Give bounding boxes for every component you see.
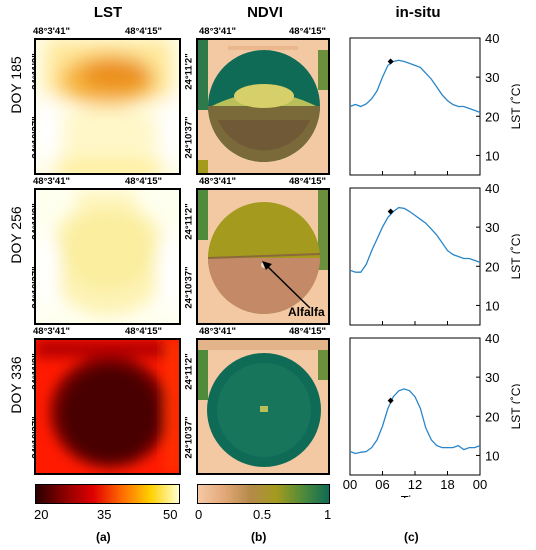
row-label-doy185: DOY 185 — [8, 56, 24, 114]
y-axis-label: LST (˚C) — [509, 84, 520, 130]
y-axis-label: LST (˚C) — [509, 234, 520, 280]
y-tick-label: 30 — [485, 370, 499, 385]
ndvi-colorbar-tick-max: 1 — [324, 507, 332, 522]
y-tick-label: 40 — [485, 331, 499, 346]
overpass-marker — [387, 208, 394, 215]
y-tick-label: 40 — [485, 181, 499, 196]
lst-series-line — [349, 59, 481, 114]
lst-series-line — [349, 206, 481, 273]
coord-west: 48°3'41" — [33, 26, 70, 37]
coord-west: 48°3'41" — [199, 26, 236, 37]
coord-east: 48°4'15" — [289, 176, 326, 187]
lst-map-doy256 — [34, 188, 181, 325]
coord-west: 48°3'41" — [33, 176, 70, 187]
y-tick-label: 30 — [485, 220, 499, 235]
coord-east: 48°4'15" — [289, 26, 326, 37]
lst-map-doy256-image — [36, 190, 179, 323]
lst-series-line — [349, 388, 481, 455]
lst-colorbar-tick-mid: 35 — [97, 507, 112, 522]
x-tick-label: 00 — [343, 477, 357, 492]
coord-west: 48°3'41" — [199, 326, 236, 337]
lst-map-doy185-image — [36, 40, 179, 173]
coord-east: 48°4'15" — [289, 326, 326, 337]
plot-frame — [349, 337, 481, 476]
lst-colorbar-tick-max: 50 — [163, 507, 178, 522]
ndvi-map-doy185 — [196, 38, 330, 175]
x-tick-label: 06 — [375, 477, 389, 492]
lst-colorbar-tick-min: 20 — [34, 507, 49, 522]
y-tick-label: 10 — [485, 148, 499, 163]
y-tick-label: 20 — [485, 109, 499, 124]
row-label-doy336: DOY 336 — [8, 356, 24, 414]
insitu-chart-doy185: 10 20 30 40 LST (˚C) — [349, 31, 520, 176]
overpass-marker — [387, 58, 394, 65]
x-tick-label: 12 — [408, 477, 422, 492]
y-tick-label: 20 — [485, 259, 499, 274]
ndvi-map-doy336 — [196, 338, 330, 475]
x-axis-label: Time — [401, 493, 429, 498]
ndvi-colorbar-tick-min: 0 — [195, 507, 203, 522]
y-tick-label: 30 — [485, 70, 499, 85]
ndvi-colorbar — [197, 484, 330, 504]
ndvi-map-doy336-image — [198, 340, 328, 473]
y-tick-label: 10 — [485, 448, 499, 463]
ndvi-column-header: NDVI — [247, 4, 283, 21]
insitu-chart-doy256: 10 20 30 40 LST (˚C) — [349, 181, 520, 326]
coord-south: 24°10'37" — [183, 416, 195, 459]
ndvi-map-doy256-image — [198, 190, 328, 323]
y-tick-label: 10 — [485, 298, 499, 313]
coord-south: 24°10'37" — [183, 266, 195, 309]
insitu-column-header: in-situ — [395, 4, 441, 21]
coord-north: 24°11'2" — [183, 203, 195, 240]
coord-north: 24°11'2" — [183, 353, 195, 390]
lst-map-doy185 — [34, 38, 181, 175]
x-tick-label: 00 — [473, 477, 487, 492]
coord-west: 48°3'41" — [33, 326, 70, 337]
coord-east: 48°4'15" — [125, 326, 162, 337]
ndvi-map-doy185-image — [198, 40, 328, 173]
coord-south: 24°10'37" — [183, 116, 195, 159]
coord-north: 24°11'2" — [183, 53, 195, 90]
y-tick-label: 20 — [485, 409, 499, 424]
y-tick-label: 40 — [485, 31, 499, 46]
alfalfa-label: Alfalfa — [288, 305, 325, 319]
coord-east: 48°4'15" — [125, 176, 162, 187]
panel-label-b: (b) — [251, 530, 267, 544]
panel-label-c: (c) — [404, 530, 419, 544]
coord-east: 48°4'15" — [125, 26, 162, 37]
insitu-chart-doy336: 10 20 30 40 LST (˚C) 00 06 12 18 00 Time — [343, 331, 520, 498]
y-axis-label: LST (˚C) — [509, 384, 520, 430]
lst-map-doy336 — [34, 338, 181, 475]
overpass-marker — [387, 397, 394, 404]
lst-colorbar — [35, 484, 180, 504]
panel-label-a: (a) — [96, 530, 111, 544]
ndvi-colorbar-tick-mid: 0.5 — [253, 507, 272, 522]
x-tick-label: 18 — [440, 477, 454, 492]
coord-west: 48°3'41" — [199, 176, 236, 187]
lst-column-header: LST — [93, 4, 123, 21]
lst-map-doy336-image — [36, 340, 179, 473]
row-label-doy256: DOY 256 — [8, 206, 24, 264]
